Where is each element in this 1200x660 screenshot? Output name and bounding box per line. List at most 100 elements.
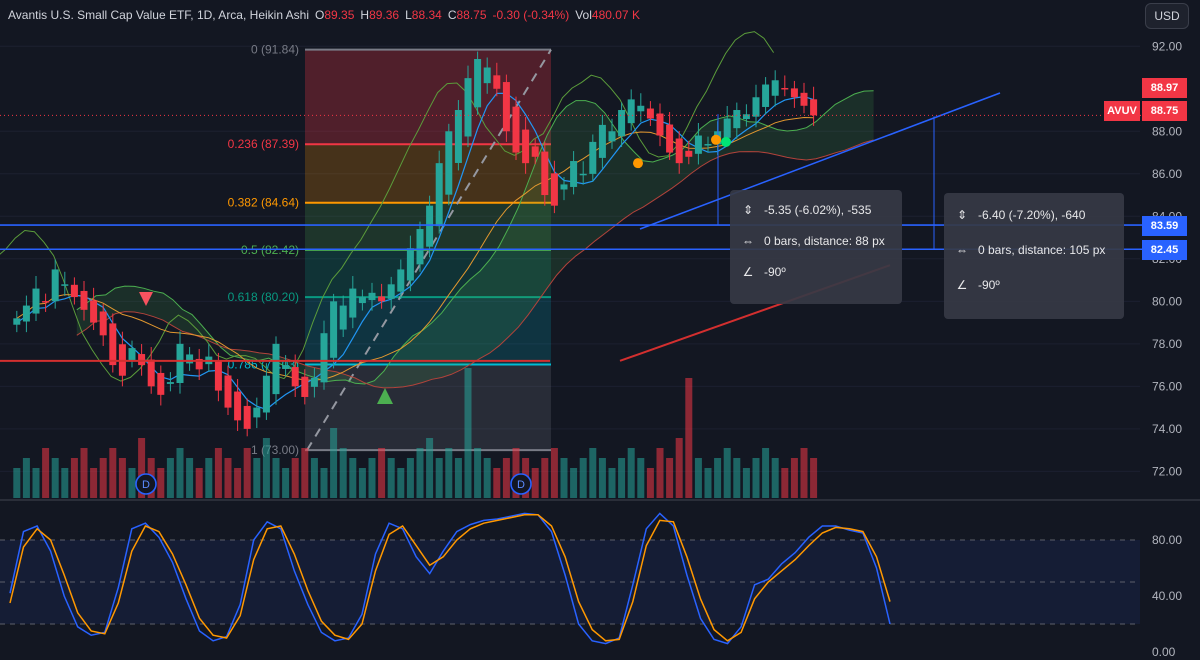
dividend-icon bbox=[135, 473, 157, 495]
candle-body bbox=[531, 146, 539, 157]
symbol-title[interactable]: Avantis U.S. Small Cap Value ETF, 1D, Ar… bbox=[8, 8, 310, 22]
candle-body bbox=[502, 82, 510, 132]
volume-bar bbox=[339, 448, 347, 498]
buy-signal-icon bbox=[377, 388, 393, 404]
hline-badge-2[interactable]: 82.45 bbox=[1142, 240, 1187, 260]
candle-body bbox=[435, 163, 443, 227]
stochastic-tick-label: 0.00 bbox=[1152, 645, 1176, 659]
candle-body bbox=[771, 80, 779, 96]
lagging-span bbox=[0, 31, 775, 382]
fibonacci-retracement[interactable]: 0 (91.84)0.236 (87.39)0.382 (84.64)0.5 (… bbox=[228, 43, 552, 457]
volume-bar bbox=[42, 448, 50, 498]
volume-bar bbox=[61, 468, 69, 498]
currency-button[interactable]: USD bbox=[1145, 3, 1189, 29]
candle-body bbox=[128, 348, 136, 360]
volume-bar bbox=[358, 468, 366, 498]
price-range-icon: ⇕ bbox=[956, 207, 968, 222]
price-tick-label: 76.00 bbox=[1152, 379, 1182, 393]
volume-bar bbox=[714, 458, 722, 498]
candle-body bbox=[512, 106, 520, 153]
volume-bar bbox=[262, 438, 270, 498]
candle-body bbox=[358, 297, 366, 304]
hline-badge-1[interactable]: 83.59 bbox=[1142, 216, 1187, 236]
volume-bar bbox=[445, 448, 453, 498]
price-tick-label: 88.00 bbox=[1152, 124, 1182, 138]
stochastic-pane bbox=[0, 512, 1140, 645]
volume-bar bbox=[723, 448, 731, 498]
volume-bar bbox=[618, 458, 626, 498]
volume-bar bbox=[70, 458, 78, 498]
volume-bar bbox=[656, 448, 664, 498]
candles bbox=[13, 51, 818, 437]
volume-bar bbox=[426, 438, 434, 498]
price-tick-label: 78.00 bbox=[1152, 337, 1182, 351]
candle-body bbox=[810, 99, 818, 116]
stochastic-tick-label: 40.00 bbox=[1152, 589, 1182, 603]
volume-bar bbox=[666, 458, 674, 498]
volume-bar bbox=[483, 458, 491, 498]
volume-bar bbox=[272, 458, 280, 498]
last-price-badge[interactable]: 88.75 bbox=[1142, 101, 1187, 121]
candle-body bbox=[339, 305, 347, 330]
volume-bars bbox=[13, 368, 818, 498]
volume-bar bbox=[253, 458, 261, 498]
volume-bar bbox=[51, 458, 59, 498]
ichimoku-cloud-fill bbox=[76, 90, 874, 388]
candle-body bbox=[493, 75, 501, 89]
volume-bar bbox=[541, 458, 549, 498]
ticker-badge[interactable]: AVUV bbox=[1104, 101, 1140, 121]
volume-bar bbox=[762, 448, 770, 498]
volume-bar bbox=[301, 448, 309, 498]
volume-bar bbox=[570, 468, 578, 498]
volume-bar bbox=[128, 468, 136, 498]
candle-body bbox=[32, 288, 40, 314]
bars-range-icon: ⇔ bbox=[956, 242, 968, 257]
last-high-badge[interactable]: 88.97 bbox=[1142, 78, 1187, 98]
volume-bar bbox=[310, 458, 318, 498]
candle-body bbox=[781, 88, 789, 90]
volume-bar bbox=[598, 458, 606, 498]
price-tick-label: 80.00 bbox=[1152, 294, 1182, 308]
ohlc-change: -0.30 (-0.34%) bbox=[492, 8, 570, 22]
volume-bar bbox=[406, 458, 414, 498]
candle-body bbox=[454, 110, 462, 163]
bars-range-icon: ⇔ bbox=[742, 233, 754, 248]
volume-bar bbox=[637, 458, 645, 498]
candle-body bbox=[406, 248, 414, 281]
candle-body bbox=[627, 99, 635, 124]
volume-bar bbox=[166, 458, 174, 498]
volume-bar bbox=[320, 468, 328, 498]
fib-zone bbox=[305, 144, 551, 203]
candle-body bbox=[291, 367, 299, 387]
fib-zone bbox=[305, 364, 551, 451]
ohlc-high: H89.36 bbox=[360, 8, 400, 22]
fib-trend-line bbox=[306, 49, 552, 451]
measure-bars: 0 bars, distance: 88 px bbox=[764, 233, 885, 248]
price-tick-label: 74.00 bbox=[1152, 422, 1182, 436]
candle-body bbox=[742, 114, 750, 120]
fib-level-label: 0.382 (84.64) bbox=[228, 196, 299, 210]
volume-bar bbox=[13, 468, 21, 498]
volume-bar bbox=[781, 468, 789, 498]
candle-body bbox=[262, 375, 270, 413]
candle-body bbox=[214, 360, 222, 391]
candle-body bbox=[166, 382, 174, 384]
measure-price-change: -5.35 (-6.02%), -535 bbox=[764, 202, 872, 217]
stochastic-line-d bbox=[9, 514, 891, 642]
volume-bar bbox=[349, 458, 357, 498]
signal-dot-icon bbox=[711, 134, 721, 145]
measure-angle: -90º bbox=[978, 277, 1000, 292]
candle-body bbox=[70, 284, 78, 298]
candle-body bbox=[646, 108, 654, 119]
volume-bar bbox=[704, 468, 712, 498]
candle-body bbox=[570, 161, 578, 187]
candle-body bbox=[685, 150, 693, 157]
measure-box-1[interactable]: ⇕ -5.35 (-6.02%), -535 ⇔ 0 bars, distance:… bbox=[730, 190, 902, 304]
measure-box-2[interactable]: ⇕ -6.40 (-7.20%), -640 ⇔ 0 bars, distance:… bbox=[944, 193, 1124, 319]
price-axis[interactable]: 92.0088.0086.0084.0082.0080.0078.0076.00… bbox=[1152, 39, 1182, 659]
volume-bar bbox=[90, 468, 98, 498]
volume-bar bbox=[742, 468, 750, 498]
volume-bar bbox=[464, 368, 472, 498]
candle-body bbox=[762, 84, 770, 107]
